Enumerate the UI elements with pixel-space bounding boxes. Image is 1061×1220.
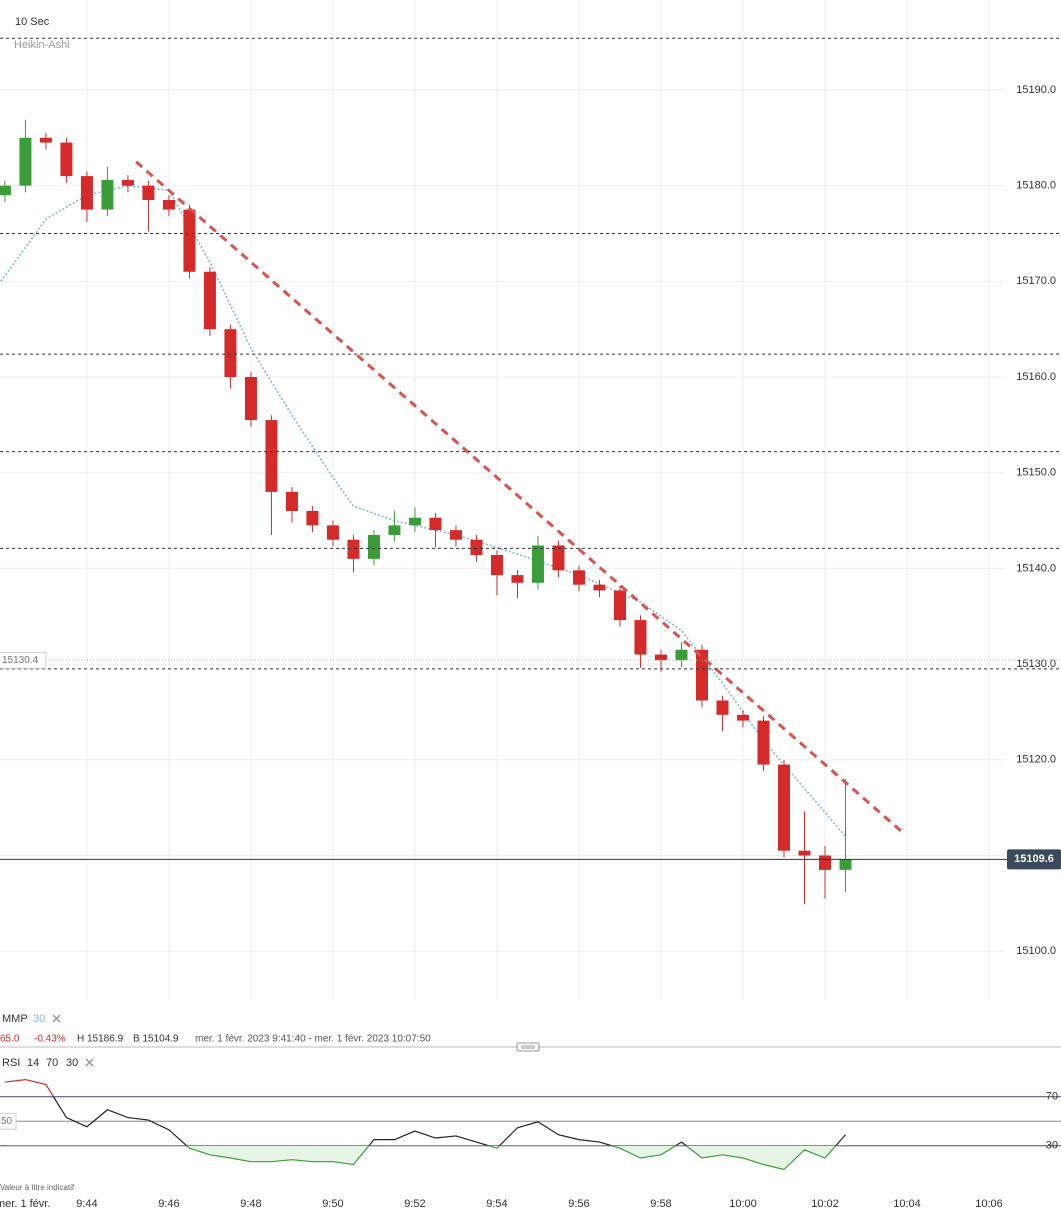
y-tick-label: 15190.0 — [1016, 84, 1056, 96]
x-tick-label: 10:00 — [729, 1198, 757, 1210]
candle-body — [306, 511, 319, 526]
session-high: H 15186.9 — [77, 1034, 124, 1045]
change-value: 65.0 — [0, 1034, 20, 1045]
style-label: Heikin-Ashi — [14, 39, 70, 51]
candle-body — [19, 137, 32, 186]
last-price-tag — [1007, 849, 1061, 870]
candle-body — [244, 377, 257, 421]
x-tick-label: 9:48 — [240, 1198, 261, 1210]
candle-body — [183, 209, 196, 272]
candle-body — [162, 200, 175, 210]
candle-body — [285, 491, 298, 512]
x-tick-label: 10:06 — [975, 1198, 1003, 1210]
rsi-line — [4, 1078, 846, 1171]
interval-label[interactable]: 10 Sec — [15, 16, 50, 28]
candle-body — [798, 850, 811, 856]
candle-body — [716, 700, 729, 715]
y-tick-label: 15160.0 — [1016, 371, 1056, 383]
x-tick-label: 9:56 — [568, 1198, 589, 1210]
x-tick-label: 9:52 — [404, 1198, 425, 1210]
candle-body — [367, 534, 380, 559]
candle-body — [654, 654, 667, 661]
y-tick-label: 15120.0 — [1016, 754, 1056, 766]
candle-body — [80, 176, 93, 210]
candle-body — [142, 185, 155, 200]
cursor-price-label: 15130.4 — [2, 655, 39, 666]
session-low: B 15104.9 — [133, 1034, 179, 1045]
x-tick-label: 10:02 — [811, 1198, 839, 1210]
rsi-legend-period: 14 — [27, 1057, 39, 1069]
rsi-oversold-fill — [4, 1145, 846, 1170]
candle-body — [490, 555, 503, 576]
candle-body — [470, 539, 483, 556]
rsi-tick-label: 30 — [1046, 1140, 1058, 1152]
rsi-legend-name: RSI — [2, 1057, 20, 1069]
y-tick-label: 15150.0 — [1016, 467, 1056, 479]
rsi-legend-lower: 30 — [66, 1057, 78, 1069]
x-tick-label: 9:50 — [322, 1198, 343, 1210]
candle-body — [265, 420, 278, 492]
candle-body — [224, 329, 237, 378]
ma-legend-name: MMP — [2, 1013, 28, 1025]
candle-body — [0, 185, 11, 196]
moving-average-line — [0, 184, 847, 837]
candle-body — [572, 570, 585, 585]
candle-body — [757, 720, 770, 765]
x-start-label: mer. 1 févr. — [0, 1198, 50, 1210]
candle-body — [39, 137, 52, 143]
y-tick-label: 15180.0 — [1016, 180, 1056, 192]
candle-body — [429, 517, 442, 531]
last-price-label: 15109.6 — [1014, 853, 1054, 865]
candle-body — [818, 855, 831, 870]
candle-body — [121, 179, 134, 186]
candle-body — [326, 525, 339, 540]
trend-line — [135, 160, 906, 836]
session-range: mer. 1 févr. 2023 9:41:40 - mer. 1 févr.… — [195, 1034, 431, 1045]
y-tick-label: 15100.0 — [1016, 945, 1056, 957]
candle-body — [203, 271, 216, 330]
change-percent: -0.43% — [34, 1034, 66, 1045]
x-tick-label: 10:04 — [893, 1198, 921, 1210]
candle-body — [613, 590, 626, 621]
candle-body — [777, 764, 790, 851]
candle-body — [60, 142, 73, 177]
rsi-remove-icon[interactable] — [85, 1058, 94, 1067]
overlay: 15100.015110.015120.015130.015140.015150… — [0, 37, 1061, 1210]
candle-body — [101, 179, 114, 210]
candle-body — [449, 530, 462, 540]
candle-body — [593, 584, 606, 591]
candle-body — [552, 545, 565, 571]
rsi-reference-label: 50 — [1, 1116, 13, 1127]
rsi-tick-label: 70 — [1046, 1091, 1058, 1103]
x-tick-label: 9:58 — [650, 1198, 671, 1210]
candle-body — [408, 517, 421, 526]
resize-handle[interactable] — [516, 1042, 540, 1052]
x-tick-label: 9:54 — [486, 1198, 507, 1210]
candle-body — [736, 714, 749, 721]
y-tick-label: 15170.0 — [1016, 275, 1056, 287]
candle-body — [347, 539, 360, 559]
candle-body — [388, 525, 401, 535]
rsi-reference-tag — [0, 1112, 17, 1130]
y-tick-label: 15130.0 — [1016, 658, 1056, 670]
candle-body — [511, 575, 524, 583]
main-plot — [0, 0, 1005, 1000]
cursor-tag — [0, 651, 47, 669]
x-tick-label: 9:46 — [158, 1198, 179, 1210]
rsi-legend-upper: 70 — [46, 1057, 58, 1069]
ma-remove-icon[interactable] — [52, 1014, 61, 1023]
candle-body — [675, 649, 688, 661]
ma-legend-period: 30 — [33, 1013, 45, 1025]
x-tick-label: 9:44 — [76, 1198, 97, 1210]
candle-body — [695, 649, 708, 701]
candle-body — [634, 620, 647, 655]
rsi-plot: 70 30 50 — [0, 1078, 1061, 1171]
y-tick-label: 15140.0 — [1016, 562, 1056, 574]
candle-body — [839, 859, 852, 870]
candle-body — [531, 545, 544, 583]
disclaimer: Valeur à titre indicatif — [0, 1183, 75, 1192]
